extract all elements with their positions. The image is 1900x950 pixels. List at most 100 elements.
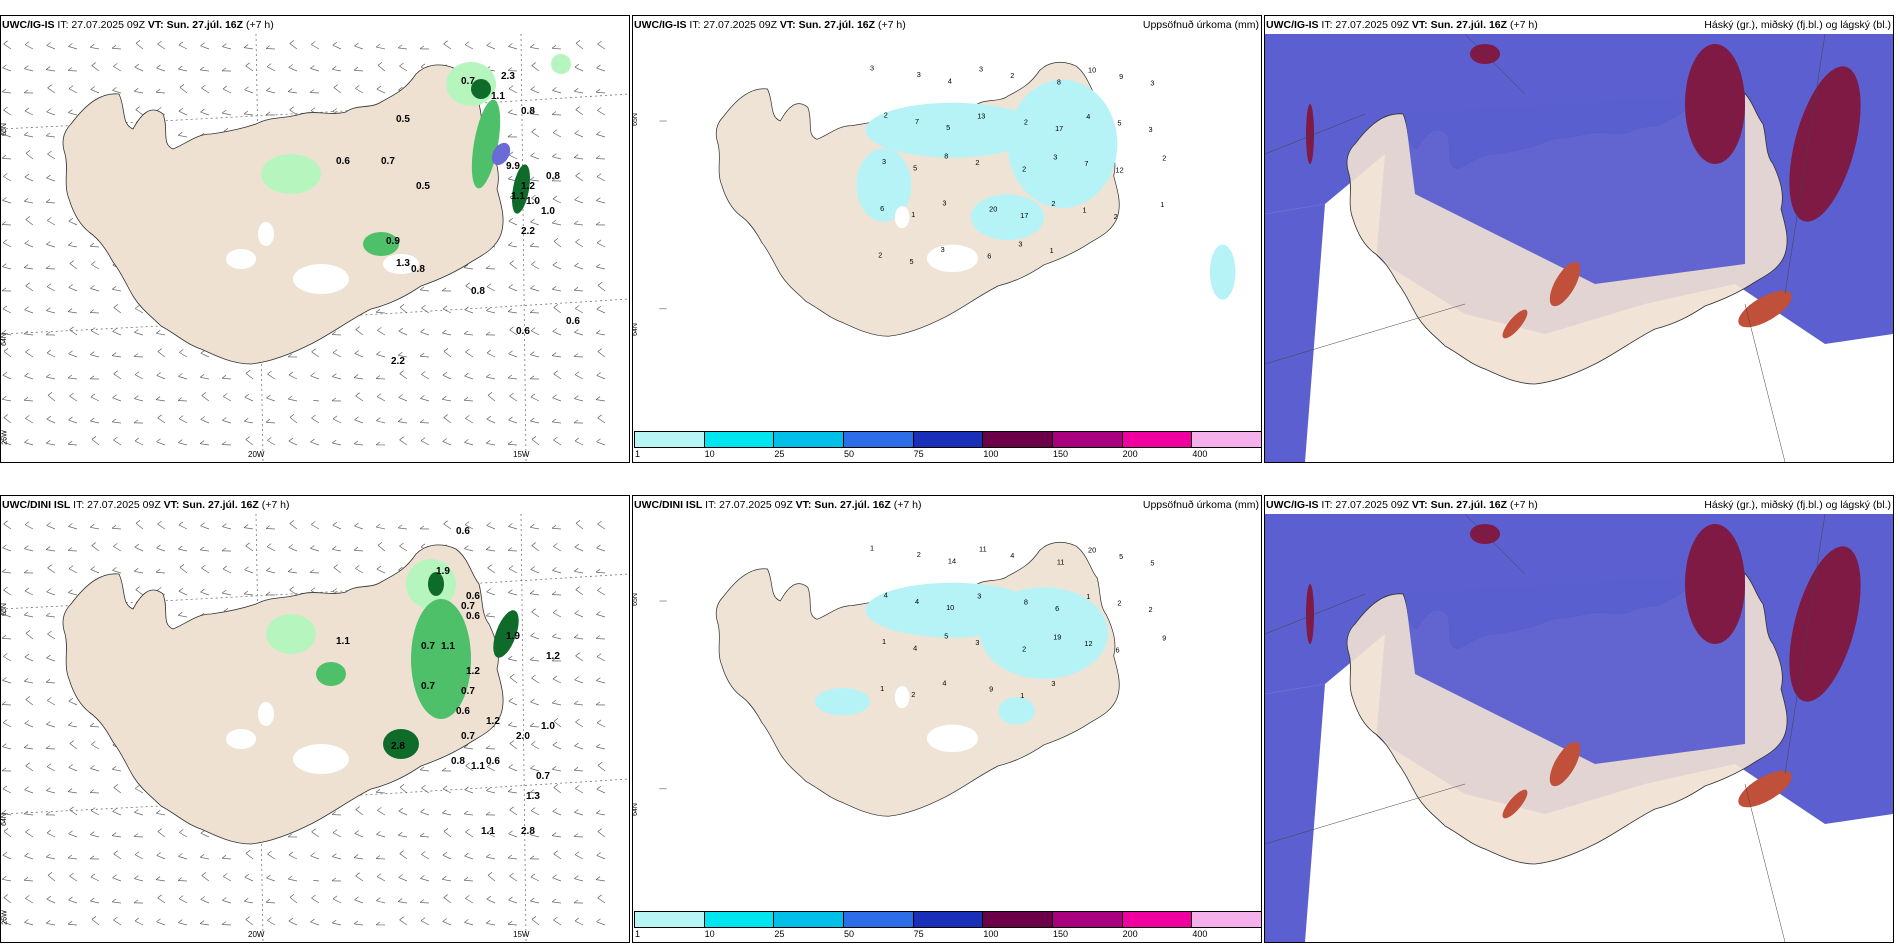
model-name: UWC/DINI ISL bbox=[634, 499, 703, 511]
precip-value: 3 bbox=[870, 64, 874, 73]
latitude-label: 64N bbox=[632, 323, 639, 336]
precip-value: 4 bbox=[913, 643, 917, 652]
longitude-label: 15W bbox=[513, 930, 530, 939]
precip-light3 bbox=[551, 54, 571, 74]
colorbar-cell bbox=[1052, 911, 1123, 928]
colorbar-tick: 10 bbox=[704, 449, 715, 459]
precip-value: 10 bbox=[946, 603, 954, 612]
precip-value: 17 bbox=[1055, 124, 1063, 133]
longitude-label: 20W bbox=[248, 930, 265, 939]
precip-value: 3 bbox=[917, 70, 921, 79]
lat-ticks bbox=[659, 600, 667, 790]
colorbar-cell bbox=[1191, 911, 1261, 928]
precip-area-west bbox=[815, 688, 871, 716]
precip-value: 3 bbox=[1051, 679, 1055, 688]
precip-area-sea bbox=[1209, 244, 1236, 300]
valid-time: Sun. 27.júl. 16Z bbox=[798, 19, 876, 31]
mid-cloud-2 bbox=[1549, 261, 1581, 307]
precip-value: 3 bbox=[1018, 239, 1022, 248]
colorbar-tick: 1 bbox=[635, 929, 641, 939]
precip-dark bbox=[471, 79, 491, 99]
precip-value: 1.2 bbox=[466, 666, 480, 677]
precip-value: 7 bbox=[915, 117, 919, 126]
colorbar-cell bbox=[912, 431, 984, 448]
precip-light2 bbox=[261, 154, 321, 194]
precip-area-north bbox=[865, 102, 1040, 158]
precip-value: 1.9 bbox=[436, 566, 450, 577]
colorbar-cell bbox=[1121, 911, 1193, 928]
precip-value: 3 bbox=[1053, 152, 1057, 161]
precip-value: 9 bbox=[1119, 72, 1123, 81]
precip-value: 1 bbox=[1160, 200, 1164, 209]
precip-value: 2 bbox=[1024, 118, 1028, 127]
precip-value: 6 bbox=[1116, 645, 1120, 654]
precip-value: 0.9 bbox=[386, 236, 400, 247]
precip-value: 0.8 bbox=[521, 106, 535, 117]
wind-map: 0.61.90.60.70.61.1 0.7 1.11.21.91.20.7 0.70… bbox=[1, 514, 629, 942]
latitude-label: 65N bbox=[0, 603, 8, 616]
glacier-hofsjokull bbox=[226, 249, 256, 269]
colorbar-cell bbox=[703, 431, 775, 448]
model-name: UWC/DINI ISL bbox=[2, 499, 71, 511]
precip-value: 0.7 bbox=[461, 686, 475, 697]
panel-header: UWC/IG-IS IT: 27.07.2025 09Z VT: Sun. 27… bbox=[634, 19, 906, 31]
latitude-label: 65N bbox=[0, 123, 8, 136]
precip-dark2 bbox=[493, 610, 519, 658]
precip-value: 0.5 bbox=[416, 181, 430, 192]
latitude-label: 64N bbox=[0, 333, 8, 346]
glacier-langjokull bbox=[258, 702, 274, 726]
precip-value: 17 bbox=[1020, 211, 1028, 220]
precip-value: 1 bbox=[870, 544, 874, 553]
colorbar-cell bbox=[1052, 431, 1123, 448]
colorbar: 1 10 25 50 75 100 150 200 400 bbox=[634, 911, 1261, 941]
precip-value: 1.0 bbox=[541, 721, 555, 732]
precip-value: 2 bbox=[1114, 212, 1118, 221]
precip-value: 0.6 bbox=[516, 326, 530, 337]
glacier bbox=[926, 724, 979, 753]
precip-area-west bbox=[856, 148, 912, 222]
precip-value: 0.5 bbox=[396, 114, 410, 125]
valid-time-label: VT: bbox=[1411, 499, 1428, 511]
precip-values: 0.7 2.31.10.80.50.6 0.70.59.90.81.21.1 1.02… bbox=[336, 71, 580, 367]
model-name: UWC/IG-IS bbox=[1266, 499, 1319, 511]
precip-mid bbox=[471, 99, 501, 189]
colorbar-tick: 200 bbox=[1122, 929, 1138, 939]
precip-value: 0.7 bbox=[461, 76, 475, 87]
glacier-2 bbox=[894, 206, 910, 229]
precip-value: 2 bbox=[878, 250, 882, 259]
low-cloud-west bbox=[1265, 684, 1325, 942]
valid-time: Sun. 27.júl. 16Z bbox=[1430, 19, 1508, 31]
colorbar-cell bbox=[773, 911, 844, 928]
precip-mid bbox=[411, 599, 471, 719]
colorbar-tick: 400 bbox=[1192, 929, 1208, 939]
colorbar-tick: 25 bbox=[774, 929, 785, 939]
lead-time: (+7 h) bbox=[1509, 19, 1538, 31]
colorbar-cell bbox=[703, 911, 775, 928]
precip-value: 3 bbox=[977, 591, 981, 600]
colorbar-cell bbox=[843, 431, 914, 448]
precip-value: 2 bbox=[1051, 199, 1055, 208]
valid-time: Sun. 27.júl. 16Z bbox=[814, 499, 891, 511]
model-name: UWC/IG-IS bbox=[1266, 19, 1319, 31]
valid-time: Sun. 27.júl. 16Z bbox=[166, 19, 244, 31]
precip-value: 0.7 bbox=[461, 731, 475, 742]
colorbar-cell bbox=[982, 431, 1053, 448]
iceland-land bbox=[62, 64, 504, 365]
init-time: IT: 27.07.2025 09Z bbox=[705, 499, 793, 511]
precip-value: 1.3 bbox=[526, 791, 540, 802]
panel-wind-temp-top: UWC/IG-IS IT: 27.07.2025 09Z VT: Sun. 27… bbox=[0, 15, 630, 463]
precip-value: 8 bbox=[944, 152, 948, 161]
precip-value: 2.2 bbox=[521, 226, 535, 237]
precip-value: 0.8 bbox=[471, 286, 485, 297]
colorbar: 1 10 25 50 75 100 150 200 400 bbox=[634, 431, 1261, 461]
precip-value: 8 bbox=[1057, 77, 1061, 86]
precip-value: 1.1 bbox=[491, 91, 505, 102]
precip-value: 3 bbox=[882, 157, 886, 166]
precip-value: 6 bbox=[880, 204, 884, 213]
precip-value: 1 bbox=[880, 684, 884, 693]
precip-mid2 bbox=[316, 662, 346, 686]
precip-value: 11 bbox=[979, 545, 987, 554]
colorbar-tick: 25 bbox=[774, 449, 785, 459]
colorbar-cell bbox=[1121, 431, 1193, 448]
lead-time: (+7 h) bbox=[245, 19, 274, 31]
